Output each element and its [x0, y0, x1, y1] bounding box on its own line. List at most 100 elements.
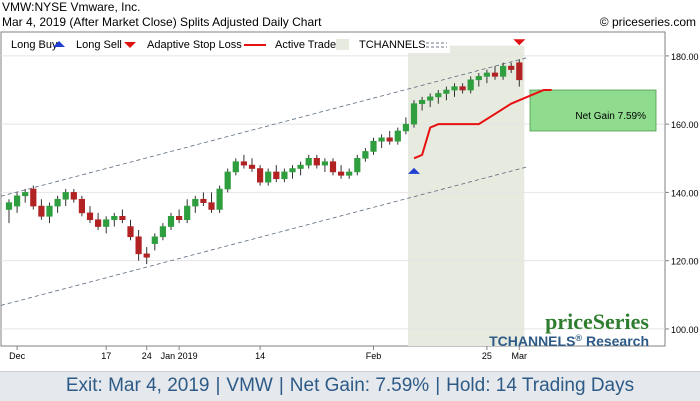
candle [427, 96, 434, 101]
legend-active-trade-label: Active Trade [275, 39, 336, 51]
active-trade-layer [408, 45, 525, 347]
active-trade-region [408, 45, 525, 347]
candle [127, 226, 134, 238]
y-tick-label: 160.00 [671, 120, 699, 130]
candle [499, 65, 507, 77]
legend-long-sell-label: Long Sell [76, 39, 122, 51]
candle [362, 151, 369, 159]
candle [329, 161, 337, 173]
candle [86, 212, 94, 221]
x-tick-label: 25 [482, 351, 492, 361]
net-gain: Net Gain: 7.59% [289, 375, 430, 396]
buy-arrow-icon [408, 167, 420, 174]
x-tick-label: 24 [142, 351, 152, 361]
candle [111, 216, 118, 221]
candle [256, 168, 264, 183]
candle [240, 161, 248, 166]
candle [143, 253, 150, 258]
y-tick-label: 120.00 [671, 257, 699, 267]
candle [483, 72, 491, 77]
candle [337, 171, 345, 176]
candle [192, 198, 199, 207]
legend-tchannels-label: TCHANNELS [359, 39, 426, 51]
candle [159, 226, 167, 238]
legend-long-buy-label: Long Buy [11, 39, 58, 51]
x-tick-label: Jan 2019 [161, 351, 198, 361]
candle [265, 171, 272, 183]
y-tick-label: 140.00 [671, 188, 699, 198]
candle [346, 171, 353, 176]
net-gain-label: Net Gain 7.59% [575, 111, 646, 122]
candle [176, 216, 183, 221]
candle [62, 192, 69, 200]
legend-adaptive-stop-label: Adaptive Stop Loss [147, 39, 242, 51]
candle [354, 157, 361, 173]
x-tick-label: 14 [255, 351, 265, 361]
candle [14, 195, 21, 207]
candle [305, 157, 312, 166]
candle [103, 219, 110, 227]
separator: | [278, 375, 284, 396]
candle [232, 161, 239, 173]
separator: | [215, 375, 221, 396]
candle [38, 205, 45, 217]
x-tick-label: Dec [9, 351, 26, 361]
candle [95, 219, 102, 227]
candle [224, 171, 231, 190]
signals-layer [408, 39, 526, 174]
candle [402, 123, 410, 132]
candle [289, 168, 296, 173]
candle [443, 89, 450, 94]
candle [151, 236, 158, 244]
symbol: VMW [226, 375, 273, 396]
candle [394, 130, 401, 142]
candle [491, 72, 499, 77]
candle [467, 79, 474, 91]
candle [54, 198, 61, 207]
candle [135, 236, 142, 255]
legend: Long Buy Long Sell Adaptive Stop Loss Ac… [2, 33, 450, 53]
stop-loss-layer [413, 89, 552, 160]
exit-date: Exit: Mar 4, 2019 [65, 375, 210, 396]
candle [216, 188, 223, 210]
chart-title: VMW:NYSE Vmware, Inc. [2, 0, 141, 14]
trade-summary-bar: Exit: Mar 4, 2019 | VMW | Net Gain: 7.59% | Ho… [0, 371, 700, 401]
candle [321, 161, 329, 166]
candle [459, 86, 466, 91]
candle [516, 62, 523, 81]
hold-days: Hold: 14 Trading Days [446, 375, 635, 396]
price-chart: 100.00 120.00 140.00 160.00 180.00 Dec 17 24 Ja… [0, 31, 699, 361]
candle [313, 157, 320, 166]
candle [5, 202, 13, 210]
tchannels-research-logo: TCHANNELS® Research [489, 333, 649, 349]
candle [281, 171, 288, 180]
plot-area [0, 31, 666, 347]
candle [386, 137, 393, 142]
brand-logo: priceSeries TCHANNELS® Research [489, 309, 649, 349]
candle [46, 205, 53, 217]
candle [508, 65, 515, 70]
candle [435, 93, 442, 98]
x-axis: Dec 17 24 Jan 2019 14 Feb 25 Mar [9, 346, 527, 361]
candle [248, 164, 256, 169]
priceseries-logo: priceSeries [545, 309, 649, 334]
net-gain-layer [529, 89, 657, 132]
separator: | [435, 375, 441, 396]
y-tick-label: 180.00 [671, 52, 699, 62]
candle [370, 140, 377, 152]
candle [410, 103, 418, 125]
long-buy-legend-icon [53, 41, 65, 47]
candle [70, 192, 77, 200]
candles-layer [5, 59, 523, 265]
y-tick-label: 100.00 [671, 325, 699, 335]
candle [78, 198, 85, 214]
chart-subtitle: Mar 4, 2019 (After Market Close) Splits … [2, 15, 322, 29]
long-sell-legend-icon [124, 42, 136, 48]
candle [378, 137, 385, 142]
candle [22, 192, 29, 197]
x-tick-label: 17 [101, 351, 111, 361]
candle [273, 171, 280, 180]
x-tick-label: Feb [366, 351, 382, 361]
candle [418, 99, 426, 104]
candle [184, 205, 191, 221]
